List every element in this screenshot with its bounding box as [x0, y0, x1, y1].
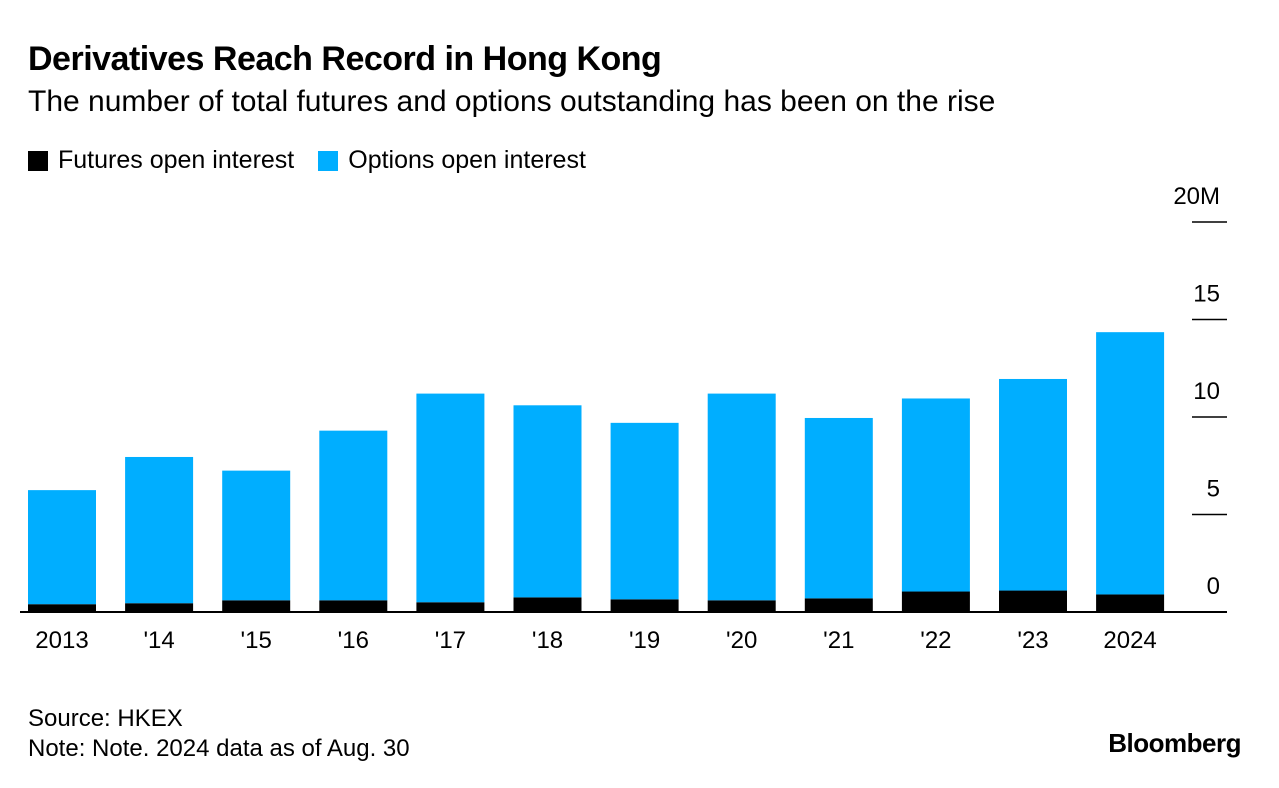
legend-label-futures: Futures open interest: [58, 146, 295, 174]
y-tick-label-0: 0: [1207, 573, 1220, 600]
x-tick-label-1: '14: [143, 627, 174, 654]
legend-swatch-futures: [28, 150, 48, 171]
bar-options-7: [707, 393, 776, 601]
bar-options-2: [222, 470, 291, 601]
x-tick-label-4: '17: [435, 627, 466, 654]
chart-subtitle: The number of total futures and options …: [28, 85, 996, 118]
x-tick-label-0: 2013: [35, 627, 88, 654]
bar-futures-5: [513, 597, 582, 612]
bar-options-6: [610, 422, 679, 600]
bloomberg-logo: Bloomberg: [1108, 728, 1241, 758]
x-tick-label-7: '20: [726, 627, 757, 654]
x-tick-label-8: '21: [823, 627, 854, 654]
x-tick-label-6: '19: [629, 627, 660, 654]
x-tick-label-3: '16: [338, 627, 369, 654]
bar-options-1: [125, 456, 194, 604]
bar-futures-0: [28, 604, 96, 612]
bar-futures-2: [222, 600, 291, 612]
bar-options-5: [513, 405, 582, 598]
legend-swatch-options: [318, 150, 339, 171]
bar-futures-11: [1096, 594, 1165, 612]
y-tick-label-5: 5: [1207, 476, 1220, 503]
legend: Futures open interest Options open inter…: [28, 146, 610, 175]
y-tick-label-10: 10: [1193, 378, 1220, 405]
bar-options-9: [901, 398, 970, 592]
source-note: Source: HKEX: [28, 705, 183, 732]
bar-options-4: [416, 393, 485, 603]
legend-item-options: Options open interest: [318, 146, 586, 175]
bar-futures-8: [804, 598, 873, 612]
x-tick-label-9: '22: [920, 627, 951, 654]
y-tick-label-20: 20M: [1173, 183, 1220, 210]
legend-item-futures: Futures open interest: [28, 146, 294, 175]
bar-chart: 0 5 10 15 20M 2013 '14 '15 '16 '17 '18 '19 '20 '21 '22…: [20, 183, 1227, 654]
bar-futures-4: [416, 602, 485, 612]
bar-futures-10: [999, 590, 1067, 612]
chart-title: Derivatives Reach Record in Hong Kong: [28, 40, 662, 78]
bar-futures-9: [901, 591, 970, 612]
bar-options-11: [1096, 332, 1165, 595]
bar-options-0: [28, 490, 96, 605]
y-tick-label-15: 15: [1193, 281, 1220, 308]
bar-futures-7: [707, 600, 776, 612]
bar-futures-6: [610, 599, 679, 612]
bar-futures-1: [125, 603, 194, 612]
bar-options-3: [319, 430, 388, 601]
bar-options-8: [804, 417, 873, 599]
legend-label-options: Options open interest: [348, 146, 586, 174]
x-tick-label-11: 2024: [1103, 627, 1156, 654]
footnote: Note: Note. 2024 data as of Aug. 30: [28, 735, 410, 762]
x-tick-label-10: '23: [1017, 627, 1048, 654]
x-tick-label-5: '18: [532, 627, 563, 654]
x-tick-label-2: '15: [241, 627, 272, 654]
bar-futures-3: [319, 600, 388, 612]
bar-options-10: [999, 378, 1067, 591]
